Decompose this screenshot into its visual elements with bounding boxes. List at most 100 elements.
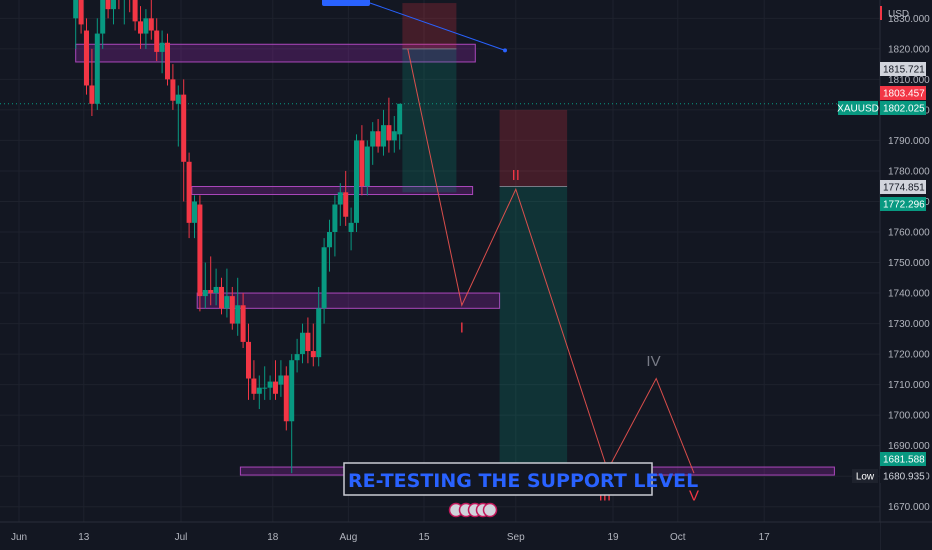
candle-body[interactable]: [381, 125, 386, 147]
zone-support-1740[interactable]: [196, 292, 501, 309]
candle-body[interactable]: [165, 42, 170, 80]
candle-body[interactable]: [386, 125, 392, 141]
candle-body[interactable]: [159, 42, 165, 52]
candle-body[interactable]: [370, 131, 376, 147]
candle-body[interactable]: [289, 360, 295, 422]
candle-body[interactable]: [208, 290, 214, 294]
candle-body[interactable]: [132, 0, 138, 22]
price-badge-value: 1774.851: [883, 183, 925, 194]
candle-body[interactable]: [143, 18, 149, 34]
price-badge: [880, 62, 926, 76]
candle-body[interactable]: [273, 381, 278, 394]
price-badge: [880, 101, 926, 115]
anchor-point[interactable]: [503, 48, 507, 53]
candle-body[interactable]: [375, 131, 381, 147]
candle-body[interactable]: [229, 296, 235, 324]
candle-body[interactable]: [391, 131, 397, 141]
candle-body[interactable]: [321, 247, 327, 309]
candle-body[interactable]: [181, 94, 187, 162]
y-tick-label: 1820.000: [888, 44, 930, 55]
y-tick-label: 1730.000: [888, 319, 930, 330]
candle-body[interactable]: [100, 0, 106, 34]
candle-body[interactable]: [332, 204, 338, 232]
price-badge: [880, 86, 926, 100]
candle-body[interactable]: [359, 140, 365, 187]
candle-body[interactable]: [246, 341, 251, 379]
price-badge-tag: [852, 469, 878, 483]
candle-body[interactable]: [154, 30, 160, 52]
candle-body[interactable]: [73, 0, 79, 19]
position-stop-zone: [402, 3, 457, 49]
candle-body[interactable]: [111, 0, 116, 10]
event-flag-icon[interactable]: [482, 502, 498, 518]
y-tick-label: 1780.000: [888, 166, 930, 177]
candle-body[interactable]: [186, 161, 192, 223]
candle-body[interactable]: [262, 387, 268, 389]
candles: [73, 0, 403, 474]
annotations: [369, 2, 507, 53]
candle-body[interactable]: [251, 378, 257, 394]
candle-body[interactable]: [235, 305, 241, 324]
candle-body[interactable]: [256, 387, 262, 394]
candle-body[interactable]: [94, 33, 100, 104]
position-target-zone: [499, 186, 568, 472]
x-tick-label: Aug: [340, 532, 358, 543]
candle-body[interactable]: [267, 381, 273, 388]
candle-body[interactable]: [202, 290, 208, 297]
candle-body[interactable]: [305, 332, 311, 352]
time-axis[interactable]: Jun 13 Jul 18 Aug 15 Sep 19 Oct 17: [11, 532, 770, 543]
y-tick-label: 1740.000: [888, 289, 930, 300]
candle-body[interactable]: [337, 192, 343, 205]
wave-label: I: [460, 320, 464, 337]
price-badge: [880, 197, 926, 211]
events-icons[interactable]: [448, 502, 498, 518]
candle-body[interactable]: [294, 354, 300, 361]
candle-body[interactable]: [138, 21, 143, 34]
candle-body[interactable]: [278, 375, 284, 385]
zone-resistance-1815[interactable]: [75, 43, 476, 63]
x-tick-label: 18: [267, 532, 279, 543]
candle-body[interactable]: [300, 332, 305, 355]
candle-body[interactable]: [316, 308, 322, 358]
drawing-anchor-handle[interactable]: [322, 0, 370, 6]
candle-body[interactable]: [397, 103, 403, 135]
price-badge: [880, 469, 926, 483]
candle-body[interactable]: [170, 79, 176, 101]
candle-body[interactable]: [78, 0, 84, 25]
price-badge-value: 1681.588: [883, 455, 925, 466]
y-tick-label: 1710.000: [888, 380, 930, 391]
price-badge-value: 1802.025: [883, 104, 925, 115]
candle-body[interactable]: [310, 351, 316, 358]
x-tick-label: 13: [78, 532, 90, 543]
candle-body[interactable]: [219, 286, 224, 309]
candle-body[interactable]: [213, 286, 219, 294]
candle-body[interactable]: [343, 192, 349, 217]
y-tick-label: 1690.000: [888, 441, 930, 452]
candle-body[interactable]: [197, 204, 203, 297]
candle-body[interactable]: [364, 146, 370, 187]
price-badge: [880, 452, 926, 466]
anchor-connector-line: [369, 2, 506, 51]
candle-body[interactable]: [224, 296, 230, 309]
candle-body[interactable]: [148, 18, 154, 31]
time-axis-panel[interactable]: [0, 522, 880, 550]
candle-body[interactable]: [283, 375, 289, 422]
x-tick-label: Oct: [670, 532, 686, 543]
candle-body[interactable]: [192, 201, 197, 223]
price-badge-value: 1680.935: [883, 472, 925, 483]
candle-body[interactable]: [84, 30, 89, 86]
candle-body[interactable]: [105, 0, 111, 10]
candle-body[interactable]: [354, 140, 359, 223]
zone-resistance-1775[interactable]: [191, 186, 474, 196]
candle-body[interactable]: [175, 94, 181, 104]
candle-body[interactable]: [240, 305, 246, 342]
positions: [402, 3, 568, 472]
candle-body[interactable]: [348, 222, 354, 232]
wave-label: V: [689, 488, 699, 505]
candle-body[interactable]: [89, 85, 95, 104]
projection-path[interactable]: [407, 48, 695, 474]
candle-body[interactable]: [327, 232, 332, 248]
